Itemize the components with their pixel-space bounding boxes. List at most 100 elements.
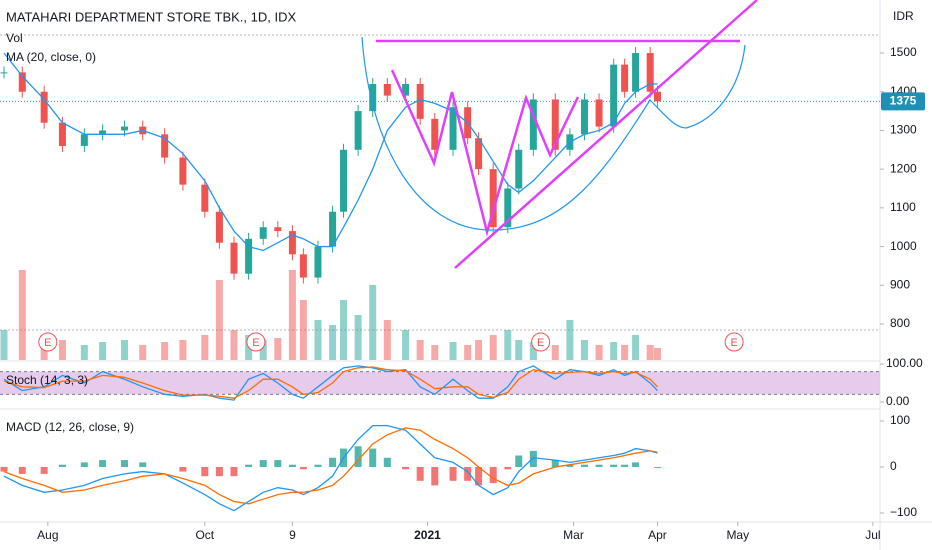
macd-histogram bbox=[0, 466, 8, 472]
macd-histogram bbox=[288, 464, 296, 467]
drawings bbox=[361, 0, 758, 269]
volume-bar bbox=[504, 330, 512, 360]
volume-bar bbox=[475, 340, 483, 360]
volume-bar bbox=[314, 320, 322, 360]
volume-bar bbox=[179, 340, 187, 360]
macd-histogram bbox=[329, 457, 337, 467]
zigzag bbox=[390, 69, 580, 237]
macd-histogram bbox=[58, 464, 66, 467]
volume-bar bbox=[449, 342, 457, 360]
volume-bar bbox=[566, 320, 574, 360]
y-tick-label: 1300 bbox=[890, 123, 917, 137]
candle-body bbox=[621, 64, 629, 92]
stoch-band bbox=[0, 371, 880, 395]
stoch-k bbox=[3, 365, 658, 401]
volume-bar bbox=[529, 342, 537, 360]
ma-label: MA (20, close, 0) bbox=[6, 50, 96, 64]
candle-body bbox=[245, 238, 253, 274]
macd-histogram bbox=[632, 462, 640, 467]
volume-bar bbox=[18, 270, 26, 360]
macd-histogram bbox=[610, 464, 618, 467]
volume-bar bbox=[259, 340, 267, 360]
volume-bar bbox=[201, 335, 209, 360]
currency: IDR bbox=[893, 9, 914, 23]
earnings-marker bbox=[531, 332, 551, 352]
y-tick-label: 1100 bbox=[890, 200, 916, 214]
y-tick-label: 0.00 bbox=[886, 394, 910, 408]
macd-histogram bbox=[245, 464, 253, 467]
candle-body bbox=[215, 211, 223, 243]
stoch-label: Stoch (14, 3, 3) bbox=[6, 373, 88, 387]
signal-line bbox=[3, 427, 658, 505]
candle-body bbox=[179, 157, 187, 185]
macd-histogram bbox=[595, 464, 603, 467]
macd-histogram bbox=[383, 457, 391, 467]
volume-bar bbox=[139, 345, 147, 360]
candle-body bbox=[120, 126, 128, 131]
earnings-marker bbox=[724, 332, 744, 352]
candle-body bbox=[329, 211, 337, 247]
macd-histogram bbox=[80, 462, 88, 467]
macd-histogram bbox=[230, 466, 238, 477]
macd-histogram bbox=[431, 466, 439, 486]
macd-histogram bbox=[551, 460, 559, 467]
macd-histogram bbox=[515, 455, 523, 467]
volume-bar bbox=[120, 340, 128, 360]
volume-bar bbox=[551, 345, 559, 360]
candle-body bbox=[551, 99, 559, 150]
candle-body bbox=[354, 111, 362, 150]
volume-bar bbox=[230, 330, 238, 360]
macd-histogram bbox=[489, 466, 497, 484]
macd-histogram bbox=[179, 466, 187, 472]
macd-histogram bbox=[314, 464, 322, 467]
x-tick-label: Aug bbox=[37, 528, 58, 542]
volume-bar bbox=[464, 345, 472, 360]
macd-histogram bbox=[259, 460, 267, 467]
x-tick-label: May bbox=[726, 528, 749, 542]
trend-line bbox=[454, 0, 758, 269]
volume-bar bbox=[416, 340, 424, 360]
earnings-marker bbox=[246, 332, 266, 352]
candle-body bbox=[161, 134, 169, 158]
stoch-d bbox=[3, 366, 658, 399]
candle-body bbox=[58, 122, 66, 146]
candle-body bbox=[610, 64, 618, 127]
volume-bar bbox=[58, 340, 66, 360]
macd-histogram bbox=[201, 466, 209, 477]
candle-body bbox=[653, 91, 661, 102]
earnings-label: E bbox=[44, 337, 51, 349]
y-tick-label: 1000 bbox=[890, 239, 917, 253]
candle-body bbox=[504, 188, 512, 228]
volume-bar bbox=[515, 340, 523, 360]
macd-line bbox=[3, 424, 658, 512]
volume-bar bbox=[80, 345, 88, 360]
macd-label: MACD (12, 26, close, 9) bbox=[6, 420, 134, 434]
volume-bar bbox=[354, 315, 362, 360]
candle-body bbox=[340, 149, 348, 212]
y-tick-label: 1500 bbox=[890, 45, 917, 59]
volume-bar bbox=[580, 340, 588, 360]
candle-body bbox=[99, 130, 107, 135]
y-tick-label: −100 bbox=[890, 505, 917, 519]
candle-body bbox=[259, 227, 267, 239]
candle-body bbox=[314, 246, 322, 278]
volume-bar bbox=[402, 330, 410, 360]
x-tick-label: Apr bbox=[648, 528, 667, 542]
x-tick-label: Oct bbox=[195, 528, 214, 542]
candle-body bbox=[383, 84, 391, 96]
volume-bar bbox=[383, 320, 391, 360]
candle-body bbox=[595, 99, 603, 127]
candle-body bbox=[489, 169, 497, 228]
volume-bar bbox=[369, 285, 377, 360]
candle-body bbox=[632, 53, 640, 92]
candle-body bbox=[80, 134, 88, 146]
chart-title: MATAHARI DEPARTMENT STORE TBK., 1D, IDX bbox=[6, 9, 296, 24]
candle-body bbox=[369, 84, 377, 112]
ma-line bbox=[3, 52, 658, 252]
macd-histogram bbox=[99, 460, 107, 467]
macd-histogram bbox=[504, 466, 512, 470]
last-price-box bbox=[881, 92, 925, 111]
macd-histogram bbox=[580, 464, 588, 467]
y-tick-label: 0 bbox=[890, 459, 897, 473]
